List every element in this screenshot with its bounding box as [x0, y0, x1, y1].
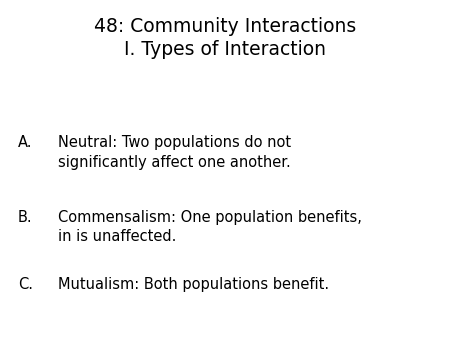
Text: 48: Community Interactions
I. Types of Interaction: 48: Community Interactions I. Types of I…	[94, 17, 356, 59]
Text: Neutral: Two populations do not
significantly affect one another.: Neutral: Two populations do not signific…	[58, 135, 292, 170]
Text: Mutualism: Both populations benefit.: Mutualism: Both populations benefit.	[58, 277, 329, 292]
Text: A.: A.	[18, 135, 32, 150]
Text: B.: B.	[18, 210, 32, 224]
Text: Commensalism: One population benefits,
in is unaffected.: Commensalism: One population benefits, i…	[58, 210, 362, 244]
Text: C.: C.	[18, 277, 33, 292]
